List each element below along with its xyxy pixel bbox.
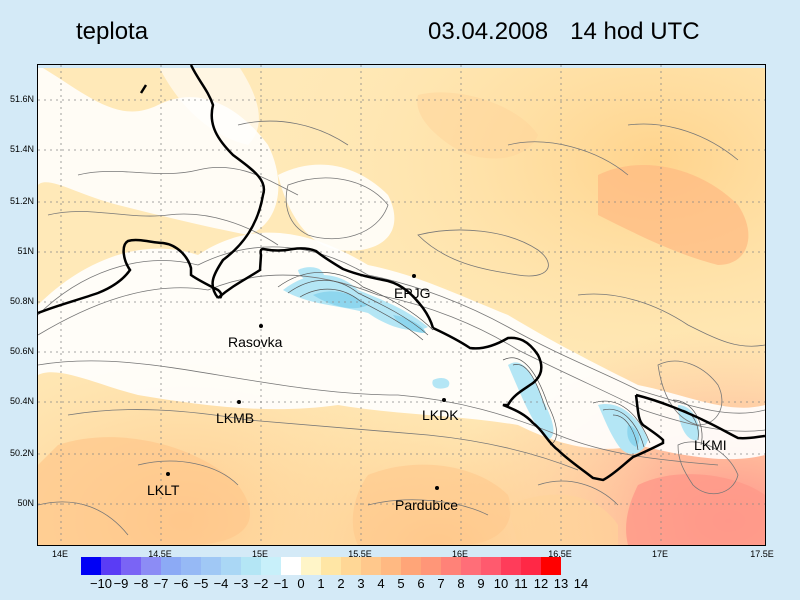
colorbar-swatch: [321, 557, 341, 575]
colorbar-swatch: [101, 557, 121, 575]
station-label-pardubice: Pardubice: [395, 497, 458, 513]
colorbar: [81, 557, 561, 575]
colorbar-label: 13: [553, 576, 569, 591]
lon-label: 15.5E: [348, 549, 372, 559]
colorbar-label: 7: [437, 576, 445, 591]
mountain-contours: [277, 272, 703, 451]
lon-label: 17E: [651, 549, 669, 559]
temperature-map[interactable]: EPJG Rasovka LKMB LKDK LKMI LKLT Pardubi…: [37, 64, 766, 546]
map-time: 14 hod UTC: [570, 18, 700, 45]
colorbar-swatch: [421, 557, 441, 575]
colorbar-swatch: [501, 557, 521, 575]
station-label-lkmb: LKMB: [216, 410, 254, 426]
station-label-lklt: LKLT: [147, 482, 180, 498]
lat-label: 50.8N: [9, 296, 34, 306]
colorbar-label: −4: [213, 576, 229, 591]
colorbar-swatch: [221, 557, 241, 575]
lat-label: 50.6N: [9, 346, 34, 356]
colorbar-label: 10: [493, 576, 509, 591]
colorbar-swatch: [161, 557, 181, 575]
cool-zone: [158, 65, 259, 145]
station-label-rasovka: Rasovka: [228, 334, 283, 350]
colorbar-swatch: [301, 557, 321, 575]
colorbar-label: 8: [457, 576, 465, 591]
lat-label: 50N: [17, 498, 34, 508]
colorbar-label: −9: [113, 576, 129, 591]
colorbar-swatch: [441, 557, 461, 575]
colorbar-swatch: [261, 557, 281, 575]
colorbar-swatch: [181, 557, 201, 575]
lon-label: 16E: [451, 549, 469, 559]
colorbar-label: −1: [273, 576, 289, 591]
colorbar-swatch: [541, 557, 561, 575]
station-labels: EPJG Rasovka LKMB LKDK LKMI LKLT Pardubi…: [147, 285, 727, 513]
cool-zone: [38, 232, 765, 460]
colorbar-label: 11: [514, 576, 528, 591]
colorbar-swatch: [361, 557, 381, 575]
colorbar-label: 6: [417, 576, 425, 591]
cold-zone: [313, 291, 640, 447]
lat-label: 50.4N: [9, 396, 34, 406]
colorbar-swatch: [341, 557, 361, 575]
colorbar-swatch: [281, 557, 301, 575]
map-date: 03.04.2008: [428, 18, 549, 45]
lat-label: 51N: [17, 246, 34, 256]
colorbar-label: −10: [89, 576, 113, 591]
lon-label: 14.5E: [148, 549, 172, 559]
temperature-field: EPJG Rasovka LKMB LKDK LKMI LKLT Pardubi…: [38, 65, 765, 545]
cool-zone: [278, 164, 395, 251]
graticule: [38, 65, 765, 545]
lon-label: 14E: [51, 549, 69, 559]
warm-zone: [38, 92, 765, 545]
colorbar-swatch: [241, 557, 261, 575]
colorbar-label: −2: [253, 576, 269, 591]
colorbar-swatch: [481, 557, 501, 575]
colorbar-label: −5: [193, 576, 209, 591]
colorbar-label: −3: [233, 576, 249, 591]
contour-lines: [38, 120, 765, 536]
colorbar-label: 14: [573, 576, 589, 591]
country-border: [38, 65, 765, 482]
colorbar-label: 5: [397, 576, 405, 591]
colorbar-label: 4: [377, 576, 385, 591]
lat-label: 51.4N: [9, 144, 34, 154]
lat-label: 50.2N: [9, 448, 34, 458]
colorbar-label: 3: [357, 576, 365, 591]
colorbar-label: −8: [133, 576, 149, 591]
colorbar-swatch: [201, 557, 221, 575]
station-label-lkmi: LKMI: [694, 437, 727, 453]
colorbar-swatch: [81, 557, 101, 575]
colorbar-swatch: [401, 557, 421, 575]
map-datetime: 03.04.2008 14 hod UTC: [428, 18, 722, 46]
station-label-lkdk: LKDK: [422, 407, 459, 423]
map-title: teplota: [76, 18, 149, 45]
lon-label: 17.5E: [750, 549, 774, 559]
colorbar-swatch: [521, 557, 541, 575]
lon-label: 16.5E: [548, 549, 572, 559]
colorbar-swatch: [121, 557, 141, 575]
lat-label: 51.6N: [9, 94, 34, 104]
colorbar-label: 1: [317, 576, 325, 591]
station-label-epjg: EPJG: [394, 285, 431, 301]
colorbar-swatch: [381, 557, 401, 575]
colorbar-label: −6: [173, 576, 189, 591]
colorbar-label: 12: [533, 576, 549, 591]
colorbar-swatch: [461, 557, 481, 575]
colorbar-label: 9: [477, 576, 485, 591]
lat-label: 51.2N: [9, 196, 34, 206]
lon-label: 15E: [251, 549, 269, 559]
station-markers: [166, 274, 446, 490]
colorbar-label: 0: [297, 576, 305, 591]
colorbar-swatch: [141, 557, 161, 575]
colorbar-label: 2: [337, 576, 345, 591]
colorbar-label: −7: [153, 576, 169, 591]
